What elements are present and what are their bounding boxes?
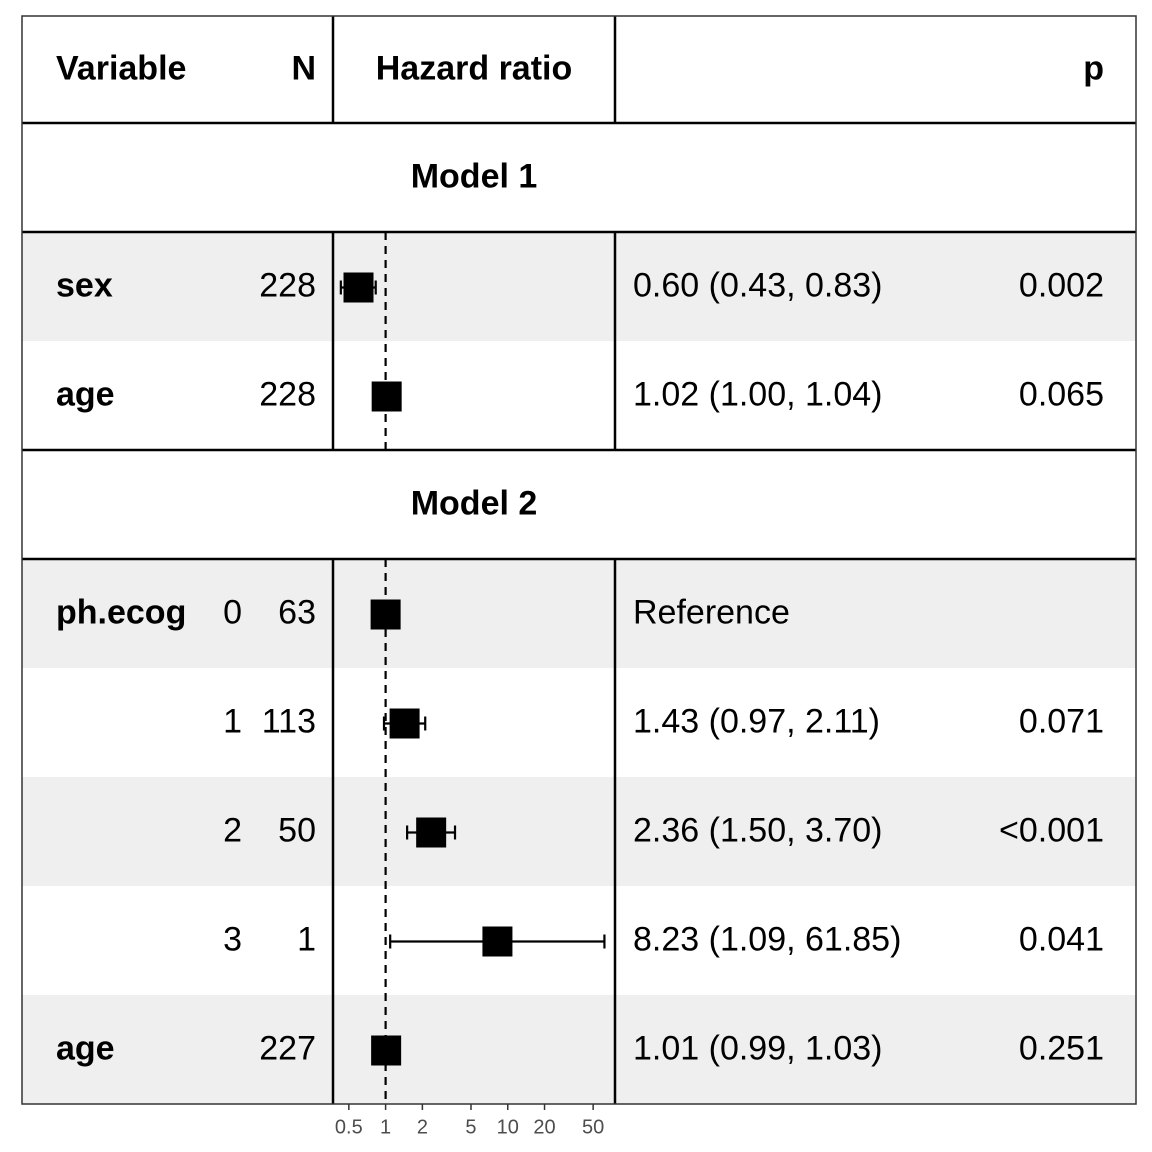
p-value: 0.251 <box>1019 1029 1104 1067</box>
estimate-text: 8.23 (1.09, 61.85) <box>633 920 901 958</box>
n-value: 228 <box>259 375 316 413</box>
estimate-text: 1.43 (0.97, 2.11) <box>633 702 880 740</box>
x-tick-label: 2 <box>417 1116 428 1138</box>
table-frame <box>21 15 1137 1105</box>
x-tick-label: 20 <box>533 1116 555 1138</box>
estimate-text: 1.02 (1.00, 1.04) <box>633 375 883 413</box>
x-tick-label: 1 <box>380 1116 391 1138</box>
estimate-text: 2.36 (1.50, 3.70) <box>633 811 883 849</box>
row-shading <box>22 559 1136 668</box>
estimate-text: 1.01 (0.99, 1.03) <box>633 1029 883 1067</box>
x-tick-label: 50 <box>582 1116 604 1138</box>
n-value: 50 <box>278 811 316 849</box>
row-shading <box>22 995 1136 1104</box>
p-value: 0.041 <box>1019 920 1104 958</box>
variable-label: age <box>56 1029 115 1067</box>
variable-label: age <box>56 375 115 413</box>
p-value: 0.002 <box>1019 266 1104 304</box>
estimate-text: 0.60 (0.43, 0.83) <box>633 266 883 304</box>
n-value: 1 <box>297 920 316 958</box>
level-label: 0 <box>223 593 242 631</box>
p-value: 0.071 <box>1019 702 1104 740</box>
variable-label: ph.ecog <box>56 593 186 631</box>
estimate-text: Reference <box>633 593 790 631</box>
p-value: 0.065 <box>1019 375 1104 413</box>
header-n: N <box>291 49 316 87</box>
model-title: Model 2 <box>411 484 538 522</box>
x-tick-label: 5 <box>465 1116 476 1138</box>
row-shading <box>22 777 1136 886</box>
model-title: Model 1 <box>411 157 538 195</box>
hr-point <box>482 926 513 957</box>
header-hazard-ratio: Hazard ratio <box>376 49 573 87</box>
n-value: 228 <box>259 266 316 304</box>
row-shading <box>22 232 1136 341</box>
hr-point <box>389 708 420 739</box>
hr-point <box>343 272 374 303</box>
n-value: 113 <box>262 702 316 740</box>
level-label: 1 <box>223 702 242 740</box>
p-value: <0.001 <box>999 811 1104 849</box>
hr-point <box>416 817 447 848</box>
level-label: 2 <box>223 811 242 849</box>
variable-label: sex <box>56 266 113 304</box>
header-p: p <box>1083 49 1104 87</box>
x-tick-label: 10 <box>497 1116 519 1138</box>
level-label: 3 <box>223 920 242 958</box>
n-value: 63 <box>278 593 316 631</box>
n-value: 227 <box>259 1029 316 1067</box>
header-variable: Variable <box>56 49 186 87</box>
x-tick-label: 0.5 <box>335 1116 363 1138</box>
